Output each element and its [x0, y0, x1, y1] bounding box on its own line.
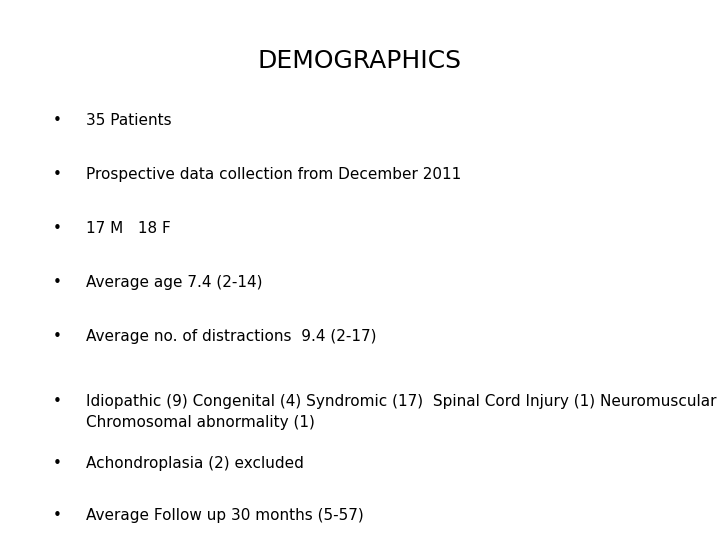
- Text: DEMOGRAPHICS: DEMOGRAPHICS: [258, 49, 462, 72]
- Text: Achondroplasia (2) excluded: Achondroplasia (2) excluded: [86, 456, 305, 471]
- Text: •: •: [53, 275, 62, 291]
- Text: •: •: [53, 221, 62, 237]
- Text: •: •: [53, 508, 62, 523]
- Text: •: •: [53, 456, 62, 471]
- Text: Prospective data collection from December 2011: Prospective data collection from Decembe…: [86, 167, 462, 183]
- Text: •: •: [53, 167, 62, 183]
- Text: Idiopathic (9) Congenital (4) Syndromic (17)  Spinal Cord Injury (1) Neuromuscul: Idiopathic (9) Congenital (4) Syndromic …: [86, 394, 720, 430]
- Text: 35 Patients: 35 Patients: [86, 113, 172, 129]
- Text: •: •: [53, 329, 62, 345]
- Text: 17 M   18 F: 17 M 18 F: [86, 221, 171, 237]
- Text: Average Follow up 30 months (5-57): Average Follow up 30 months (5-57): [86, 508, 364, 523]
- Text: Average age 7.4 (2-14): Average age 7.4 (2-14): [86, 275, 263, 291]
- Text: •: •: [53, 394, 62, 409]
- Text: •: •: [53, 113, 62, 129]
- Text: Average no. of distractions  9.4 (2-17): Average no. of distractions 9.4 (2-17): [86, 329, 377, 345]
